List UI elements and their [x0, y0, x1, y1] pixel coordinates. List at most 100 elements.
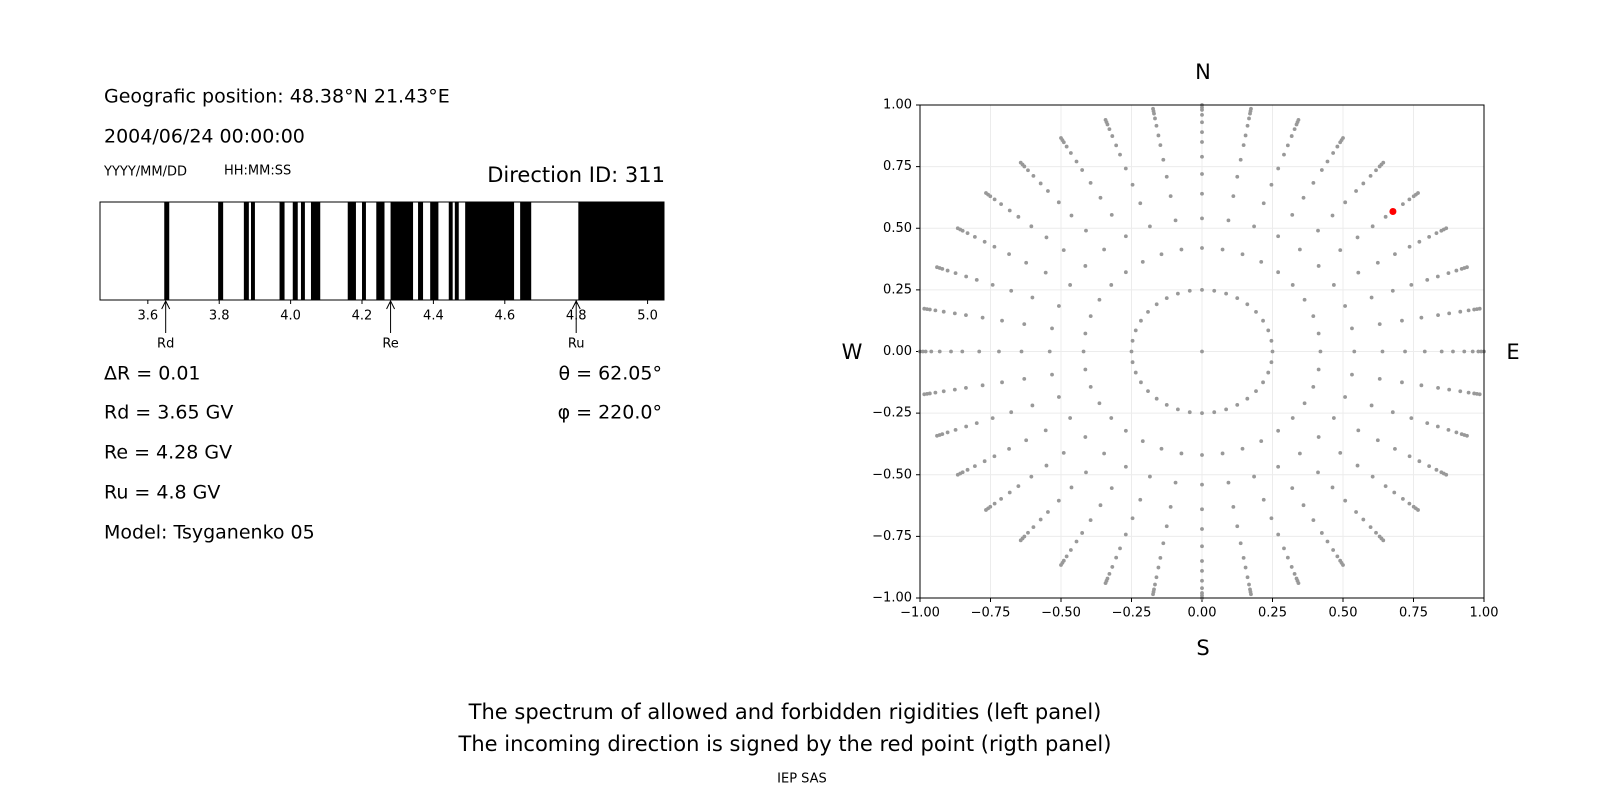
y-tick-label: −1.00: [872, 591, 912, 606]
direction-point: [1154, 575, 1159, 580]
direction-point: [1133, 328, 1138, 333]
forbidden-band: [218, 202, 224, 300]
direction-point: [1200, 586, 1204, 591]
direction-point: [1168, 504, 1173, 509]
direction-point: [1159, 446, 1164, 451]
direction-point: [1417, 459, 1422, 464]
direction-point: [1123, 428, 1128, 433]
direction-point: [1297, 247, 1302, 252]
direction-point: [1417, 239, 1422, 244]
direction-point: [1056, 200, 1061, 205]
direction-point: [1383, 214, 1388, 219]
direction-point: [953, 428, 958, 432]
direction-point: [1439, 349, 1444, 354]
direction-point: [1259, 259, 1264, 264]
direction-point: [927, 307, 932, 312]
direction-point: [1427, 234, 1432, 239]
direction-point: [1316, 435, 1321, 439]
direction-point: [1240, 252, 1245, 257]
x-tick-label: 4.0: [280, 309, 301, 324]
direction-point: [1292, 127, 1297, 132]
direction-point: [1377, 376, 1382, 381]
direction-point: [1269, 516, 1274, 521]
direction-point: [1241, 143, 1246, 148]
direction-point: [1200, 216, 1204, 221]
direction-point: [1123, 166, 1128, 171]
direction-point: [1261, 380, 1265, 385]
direction-point: [1109, 486, 1114, 491]
direction-point: [1289, 565, 1294, 569]
direction-point: [1374, 530, 1378, 535]
direction-point: [984, 191, 988, 195]
forbidden-band: [448, 202, 453, 300]
direction-point: [1451, 349, 1455, 354]
direction-point: [1175, 291, 1180, 296]
direction-point: [1335, 554, 1340, 559]
direction-point: [964, 313, 968, 318]
footer-line: The incoming direction is signed by the …: [458, 732, 1112, 756]
direction-point: [1098, 503, 1103, 508]
direction-point: [1080, 168, 1085, 172]
direction-point: [1454, 268, 1459, 273]
direction-point: [1454, 430, 1459, 435]
direction-point: [1084, 228, 1088, 233]
direction-point: [1102, 247, 1107, 252]
direction-point: [1030, 403, 1035, 408]
direction-point: [1370, 474, 1375, 479]
direction-point: [1200, 172, 1204, 176]
direction-point: [1243, 133, 1248, 138]
direction-point: [1016, 484, 1021, 489]
direction-point: [1316, 264, 1321, 268]
direction-point: [1311, 180, 1316, 185]
direction-point: [1407, 244, 1412, 249]
direction-point: [955, 472, 960, 477]
direction-point: [1290, 283, 1295, 287]
direction-point: [1081, 349, 1086, 354]
direction-point: [1276, 166, 1281, 171]
direction-point: [1254, 309, 1258, 314]
direction-point: [964, 274, 969, 279]
direction-point: [1447, 387, 1452, 392]
direction-point: [1026, 168, 1030, 173]
direction-point: [1465, 265, 1469, 270]
direction-point: [1302, 401, 1307, 406]
direction-point: [1083, 331, 1088, 336]
direction-point: [1466, 308, 1471, 313]
forbidden-band: [243, 202, 249, 300]
direction-point: [1370, 224, 1375, 229]
direction-point: [1022, 376, 1027, 381]
direction-point: [933, 308, 938, 313]
direction-point: [1335, 144, 1340, 149]
direction-point: [1159, 252, 1164, 257]
direction-point: [1064, 144, 1069, 149]
y-tick-label: −0.50: [872, 467, 912, 482]
direction-point: [949, 349, 953, 354]
direction-point: [1220, 451, 1225, 456]
direction-point: [992, 501, 997, 506]
direction-point: [1245, 575, 1250, 580]
direction-point: [1266, 328, 1271, 333]
direction-point: [999, 496, 1003, 501]
direction-point: [1064, 554, 1069, 559]
direction-point: [1290, 416, 1295, 420]
direction-point: [1153, 582, 1157, 587]
arrow-head: [161, 299, 171, 310]
direction-point: [1276, 270, 1281, 275]
direction-point: [1285, 143, 1290, 148]
direction-point: [1138, 497, 1143, 502]
direction-point: [1044, 463, 1049, 468]
direction-point: [1088, 314, 1093, 318]
direction-point: [1247, 116, 1251, 121]
x-tick-label: 3.8: [209, 309, 230, 324]
direction-point: [1187, 410, 1192, 415]
direction-point: [1325, 159, 1330, 164]
direction-point: [1331, 151, 1336, 155]
direction-point: [1311, 518, 1316, 523]
direction-point: [1118, 152, 1122, 157]
direction-point: [1285, 555, 1290, 560]
direction-point: [1061, 248, 1066, 252]
direction-point: [1083, 367, 1088, 372]
x-tick-label: 5.0: [637, 309, 658, 324]
y-tick-label: 0.50: [883, 221, 912, 236]
direction-point: [955, 226, 960, 231]
